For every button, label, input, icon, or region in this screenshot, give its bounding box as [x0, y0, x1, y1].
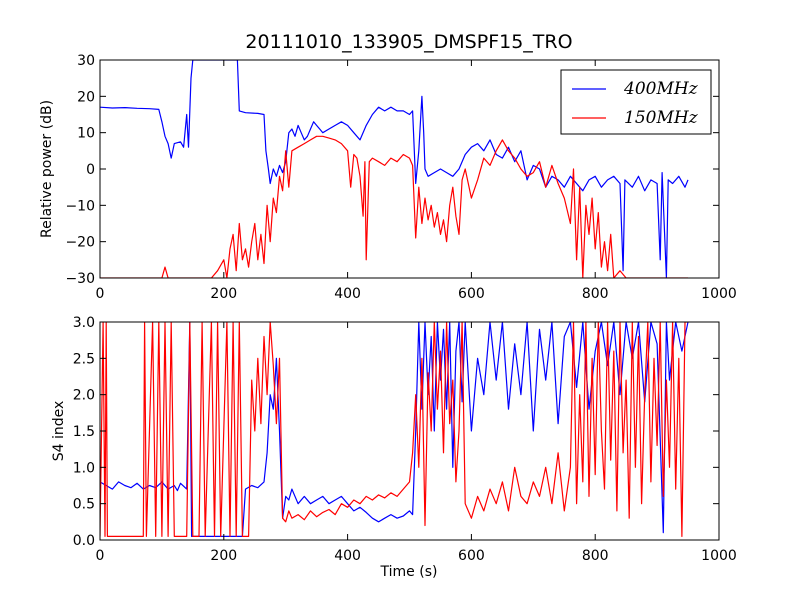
top-x-tick-label: 200: [210, 286, 237, 302]
bottom-chart-x-label: Time (s): [380, 564, 438, 580]
bottom-chart-plot: 0 200 400 600 800 1000 0.0 0.5 1.0 1.5 2.0 2.5 3.0: [73, 315, 737, 564]
bottom-y-tick-label: 0.5: [73, 497, 95, 513]
legend-label-150mhz: 150MHz: [624, 108, 699, 128]
top-series-line-400mhz: [100, 60, 689, 278]
top-y-tick-label: 0: [86, 162, 95, 178]
bottom-chart-y-label: S4 index: [51, 401, 67, 462]
top-series-line-150mhz: [100, 135, 688, 278]
top-y-tick-label: 10: [77, 126, 95, 142]
top-chart-plot: 0 200 400 600 800 1000 −30 −20 −10 0 10 20 30: [65, 53, 736, 302]
top-chart-x-ticks: 0 200 400 600 800 1000: [96, 60, 737, 302]
top-x-tick-label: 800: [582, 286, 609, 302]
top-chart-y-ticks: −30 −20 −10 0 10 20 30: [65, 53, 719, 287]
top-y-tick-label: 20: [77, 89, 95, 105]
bottom-x-tick-label: 0: [96, 548, 105, 564]
top-y-tick-label: −20: [65, 235, 95, 251]
top-y-tick-label: 30: [77, 53, 95, 69]
legend-label-400mhz: 400MHz: [623, 79, 699, 99]
top-x-tick-label: 0: [96, 286, 105, 302]
top-chart-title: 20111010_133905_DMSPF15_TRO: [245, 31, 572, 53]
bottom-x-tick-label: 600: [458, 548, 485, 564]
bottom-y-tick-label: 3.0: [73, 315, 95, 331]
bottom-x-tick-label: 1000: [701, 548, 737, 564]
bottom-y-tick-label: 1.0: [73, 460, 95, 476]
top-chart-legend: 400MHz 150MHz: [560, 69, 712, 135]
bottom-chart-y-ticks: 0.0 0.5 1.0 1.5 2.0 2.5 3.0: [73, 315, 719, 549]
top-x-tick-label: 1000: [701, 286, 737, 302]
top-chart-y-label: Relative power (dB): [39, 100, 55, 238]
bottom-y-tick-label: 2.5: [73, 351, 95, 367]
top-x-tick-label: 400: [334, 286, 361, 302]
bottom-chart-series: [100, 322, 689, 538]
bottom-y-tick-label: 1.5: [73, 424, 95, 440]
legend-box: [560, 69, 712, 135]
bottom-x-tick-label: 200: [210, 548, 237, 564]
top-y-tick-label: −30: [65, 271, 95, 287]
top-x-tick-label: 600: [458, 286, 485, 302]
top-chart-series: [100, 60, 689, 278]
bottom-y-tick-label: 2.0: [73, 388, 95, 404]
bottom-series-line-150mhz: [100, 322, 688, 538]
bottom-chart-x-ticks: 0 200 400 600 800 1000: [96, 322, 737, 564]
bottom-y-tick-label: 0.0: [73, 533, 95, 549]
bottom-x-tick-label: 800: [582, 548, 609, 564]
top-y-tick-label: −10: [65, 198, 95, 214]
bottom-x-tick-label: 400: [334, 548, 361, 564]
